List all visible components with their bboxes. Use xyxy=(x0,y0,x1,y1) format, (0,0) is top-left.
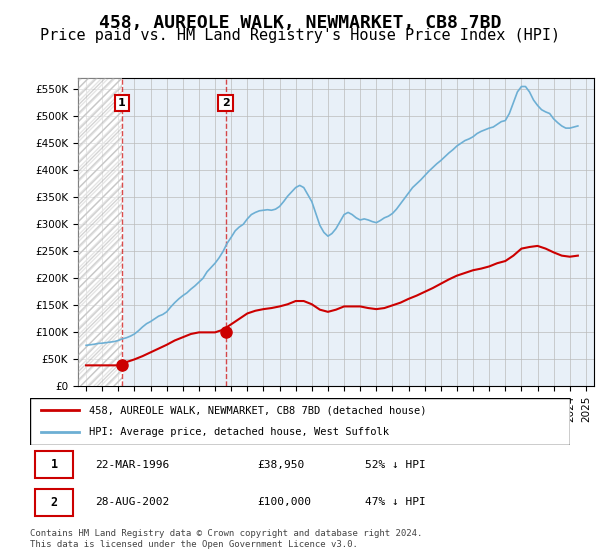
Text: Contains HM Land Registry data © Crown copyright and database right 2024.
This d: Contains HM Land Registry data © Crown c… xyxy=(30,529,422,549)
Text: 2: 2 xyxy=(221,98,229,108)
Text: 22-MAR-1996: 22-MAR-1996 xyxy=(95,460,169,470)
FancyBboxPatch shape xyxy=(35,451,73,478)
Text: £100,000: £100,000 xyxy=(257,497,311,507)
Bar xyxy=(78,78,122,386)
Text: 458, AUREOLE WALK, NEWMARKET, CB8 7BD (detached house): 458, AUREOLE WALK, NEWMARKET, CB8 7BD (d… xyxy=(89,405,427,416)
Text: 2: 2 xyxy=(51,496,58,509)
Text: 47% ↓ HPI: 47% ↓ HPI xyxy=(365,497,425,507)
Text: 28-AUG-2002: 28-AUG-2002 xyxy=(95,497,169,507)
Bar xyxy=(78,78,122,386)
Text: Price paid vs. HM Land Registry's House Price Index (HPI): Price paid vs. HM Land Registry's House … xyxy=(40,28,560,43)
FancyBboxPatch shape xyxy=(30,398,570,445)
FancyBboxPatch shape xyxy=(35,489,73,516)
Text: 52% ↓ HPI: 52% ↓ HPI xyxy=(365,460,425,470)
Text: 1: 1 xyxy=(51,458,58,471)
Text: HPI: Average price, detached house, West Suffolk: HPI: Average price, detached house, West… xyxy=(89,427,389,437)
Text: 1: 1 xyxy=(118,98,126,108)
Bar xyxy=(78,78,122,386)
Text: 458, AUREOLE WALK, NEWMARKET, CB8 7BD: 458, AUREOLE WALK, NEWMARKET, CB8 7BD xyxy=(99,14,501,32)
Text: £38,950: £38,950 xyxy=(257,460,304,470)
